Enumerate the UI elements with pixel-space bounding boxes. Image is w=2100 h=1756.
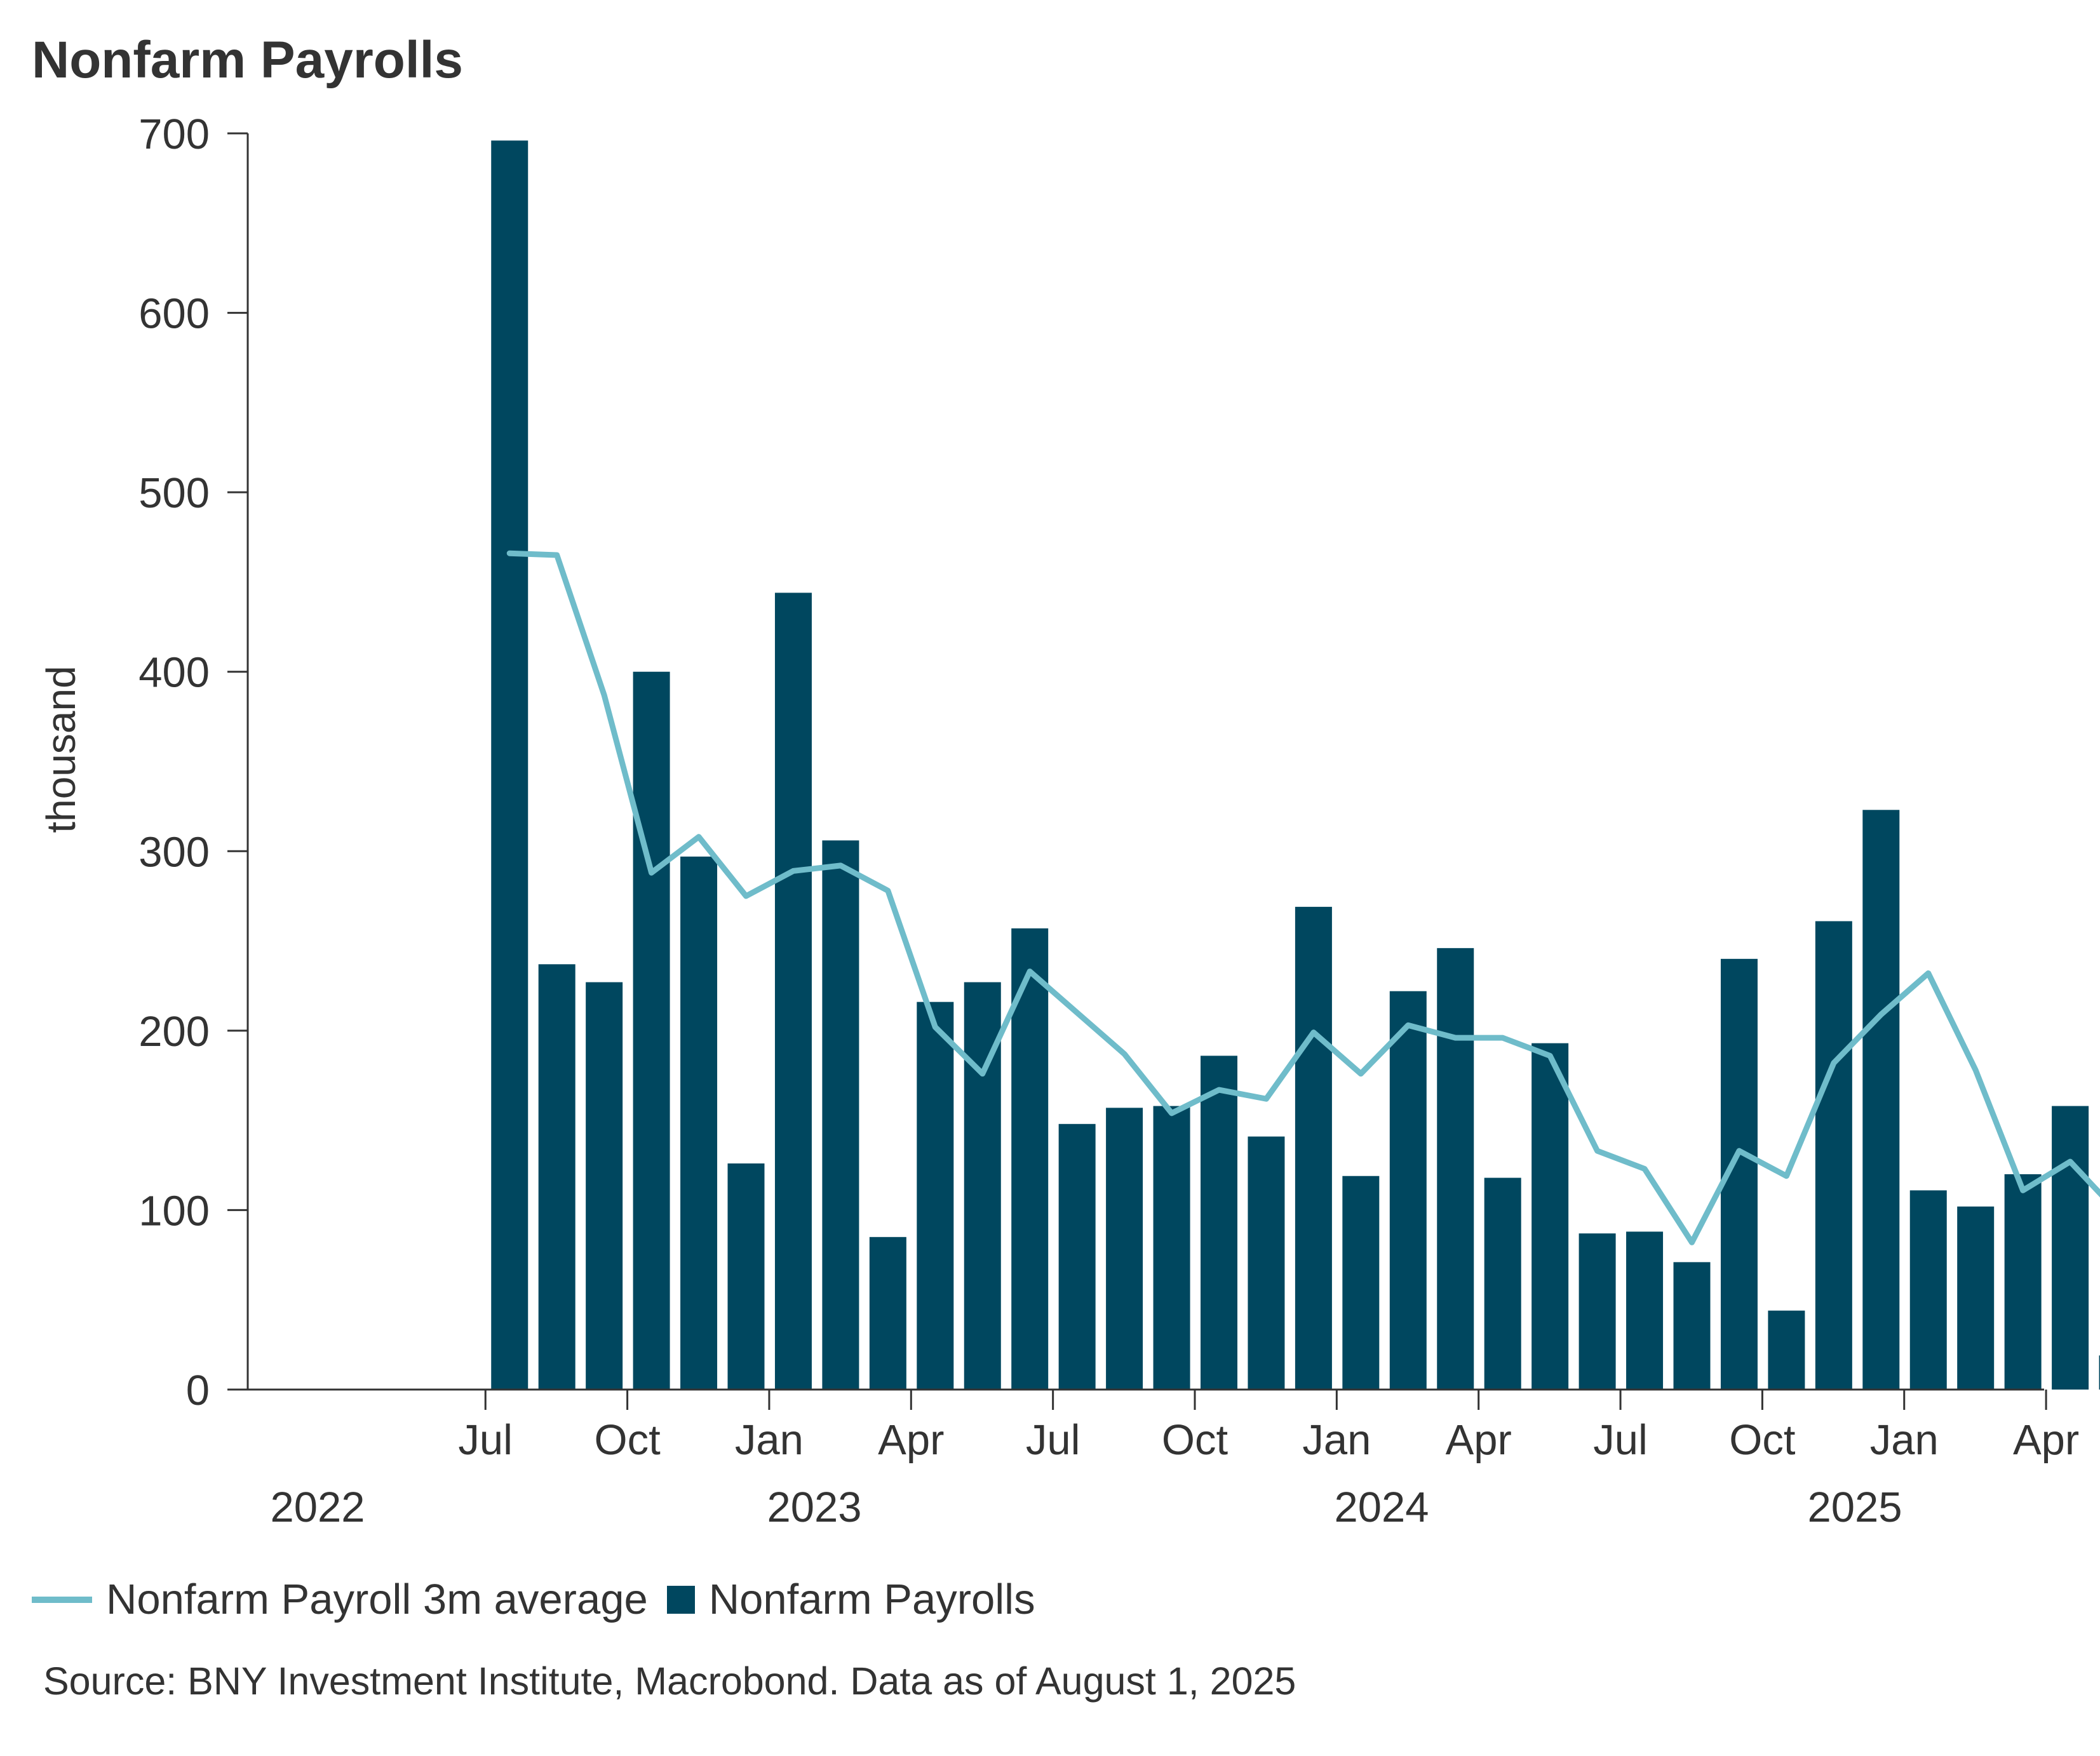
payroll-bar [633,671,670,1390]
payroll-bar [1389,991,1427,1390]
payroll-bar [538,964,575,1390]
y-tick-label: 200 [138,1008,210,1056]
x-year-label: 2023 [767,1484,861,1531]
payroll-bar [586,982,623,1390]
y-tick-label: 300 [138,828,210,876]
payroll-bar [1673,1262,1711,1390]
legend-line-swatch [32,1596,92,1603]
legend-label-bars: Nonfarm Payrolls [708,1576,1035,1623]
payroll-bar [1768,1310,1805,1390]
legend-item-bars: Nonfarm Payrolls [666,1575,1035,1624]
payroll-bar [727,1163,765,1390]
payroll-bar [1295,906,1332,1390]
x-year-label: 2024 [1334,1484,1429,1531]
y-axis-title: thousand [38,666,84,833]
x-month-label: Jul [1593,1416,1648,1464]
payroll-bar [2099,1355,2100,1390]
x-month-label: Apr [1446,1416,1512,1464]
x-month-label: Oct [594,1416,661,1464]
payroll-bar [822,840,859,1390]
payroll-bar [680,856,718,1390]
payroll-bar [869,1237,906,1390]
x-year-label: 2022 [270,1484,365,1531]
x-month-label: Oct [1729,1416,1796,1464]
legend-bar-swatch [666,1585,695,1614]
payroll-bar [1531,1043,1569,1390]
x-month-label: Jan [1870,1416,1939,1464]
line-layer [506,550,2100,1245]
legend-label-line: Nonfarm Payroll 3m average [106,1576,648,1623]
x-month-label: Jan [735,1416,804,1464]
y-tick-label: 100 [138,1187,210,1235]
x-month-label: Jul [1026,1416,1080,1464]
payroll-bar [917,1002,954,1390]
payroll-bar [1153,1106,1190,1390]
y-tick-label: 500 [138,469,210,517]
x-month-label: Apr [2013,1416,2079,1464]
axes-layer: 0 100 200 300 400 500 600 700 Jul Oct Jan Apr Jul Oct… [138,111,2079,1531]
payroll-bar [1578,1233,1616,1390]
payroll-bar [2052,1106,2089,1390]
payroll-bar [1484,1177,1521,1390]
payroll-bar [1058,1123,1096,1390]
payroll-bar [1815,921,1852,1390]
y-tick-label: 600 [138,290,210,338]
payroll-bar [1201,1056,1237,1390]
x-month-label: Jan [1302,1416,1371,1464]
source-note: Source: BNY Investment Institute, Macrob… [43,1659,1296,1703]
legend-item-line: Nonfarm Payroll 3m average [32,1575,648,1624]
payroll-bar [1626,1231,1664,1390]
payroll-bar [1957,1206,1995,1390]
y-tick-label: 400 [138,649,210,697]
x-month-label: Apr [878,1416,944,1464]
payroll-bar [1862,810,1900,1390]
payroll-bar [1248,1136,1285,1390]
bars-layer [491,140,2100,1390]
payroll-bar [2004,1174,2042,1390]
x-month-label: Oct [1162,1416,1228,1464]
payroll-bar [1437,948,1474,1390]
three-month-average-line [506,550,2100,1245]
x-month-label: Jul [458,1416,513,1464]
payroll-bar [1909,1190,1947,1390]
payroll-bar [1011,928,1049,1390]
payroll-bar [1106,1108,1143,1390]
y-tick-label: 700 [138,111,210,158]
y-tick-label: 0 [186,1367,210,1414]
payroll-bar [774,593,812,1390]
x-year-label: 2025 [1807,1484,1902,1531]
legend: Nonfarm Payroll 3m average Nonfarm Payro… [32,1575,1054,1624]
payroll-bar [491,140,528,1390]
chart-title: Nonfarm Payrolls [32,31,463,89]
payroll-bar [1342,1176,1380,1390]
